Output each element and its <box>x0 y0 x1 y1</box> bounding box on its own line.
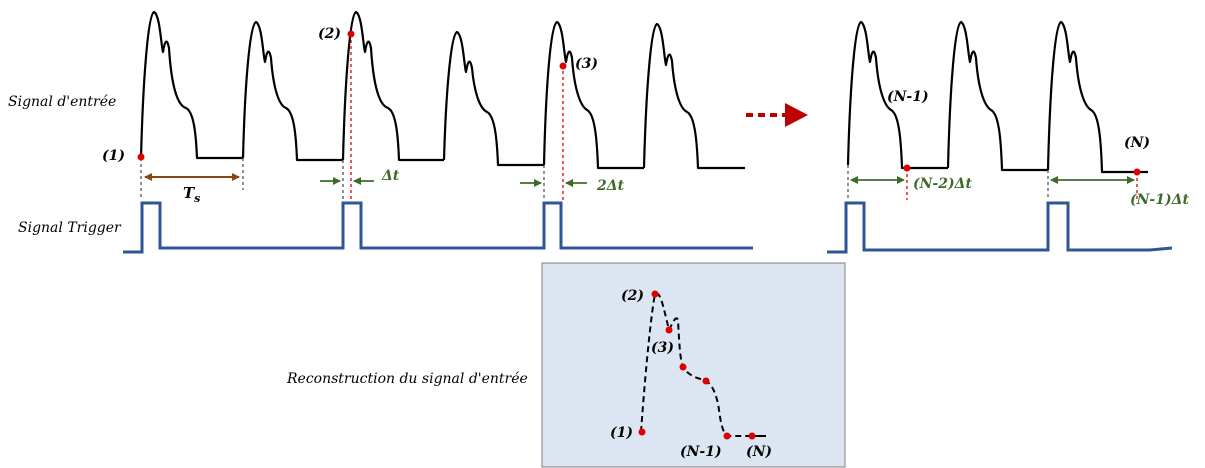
point-label-n: (N) <box>1124 135 1150 151</box>
point-label-2: (2) <box>318 26 341 42</box>
input-pulse <box>542 20 644 170</box>
input-pulse <box>846 20 948 170</box>
trigger-line <box>123 201 753 254</box>
input-pulse <box>1046 20 1148 174</box>
reconstruction-label-1: (1) <box>610 425 633 441</box>
reconstruction-point <box>638 428 646 436</box>
reconstruction-points <box>638 290 756 440</box>
reconstruction-label-2: (2) <box>621 288 644 304</box>
input-pulse <box>241 20 343 162</box>
reconstruction-label-n-1: (N-1) <box>680 444 722 460</box>
input-pulse <box>442 30 544 167</box>
sample-point-1 <box>137 153 145 161</box>
sample-point-3 <box>559 62 567 70</box>
input-pulse <box>642 22 745 170</box>
input-pulse <box>946 20 1048 172</box>
guide-lines <box>140 34 1138 200</box>
point-label-3: (3) <box>575 56 598 72</box>
period-label: Ts <box>183 184 200 205</box>
reconstruction-label-3: (3) <box>651 340 674 356</box>
reconstruction-point <box>679 363 687 371</box>
reconstruction-point <box>723 432 731 440</box>
trigger-signal-waveform <box>123 201 1173 254</box>
reconstruction-point <box>665 326 673 334</box>
input-signal-label: Signal d'entrée <box>8 94 116 110</box>
reconstruction-label: Reconstruction du signal d'entrée <box>286 371 528 387</box>
reconstruction-point <box>651 290 659 298</box>
point-label-1: (1) <box>102 148 125 164</box>
trigger-line <box>827 201 1173 254</box>
point-label-n-1: (N-1) <box>887 89 929 105</box>
delay-label-2: 2Δt <box>596 178 625 194</box>
reconstruction-background <box>541 262 846 468</box>
input-signal-waveform <box>139 10 1148 174</box>
continuation-arrow <box>746 103 808 127</box>
reconstruction-point <box>702 377 710 385</box>
sample-point-n <box>1133 168 1141 176</box>
reconstruction-panel: (1) (2) (3) (N-1) (N) <box>541 262 846 468</box>
reconstructed-signal <box>640 292 752 437</box>
sample-point-n-1 <box>903 164 911 172</box>
sample-points <box>137 30 1141 176</box>
delay-arrows <box>320 176 1135 187</box>
delay-label-1: Δt <box>381 168 400 184</box>
reconstruction-label-n: (N) <box>746 444 772 460</box>
input-pulse <box>139 10 243 160</box>
trigger-signal-label: Signal Trigger <box>18 220 122 236</box>
sample-point-2 <box>347 30 355 38</box>
delay-label-n-1: (N-2)Δt <box>913 176 972 192</box>
reconstruction-point <box>748 432 756 440</box>
input-pulse <box>341 10 444 162</box>
delay-label-n: (N-1)Δt <box>1130 192 1189 208</box>
